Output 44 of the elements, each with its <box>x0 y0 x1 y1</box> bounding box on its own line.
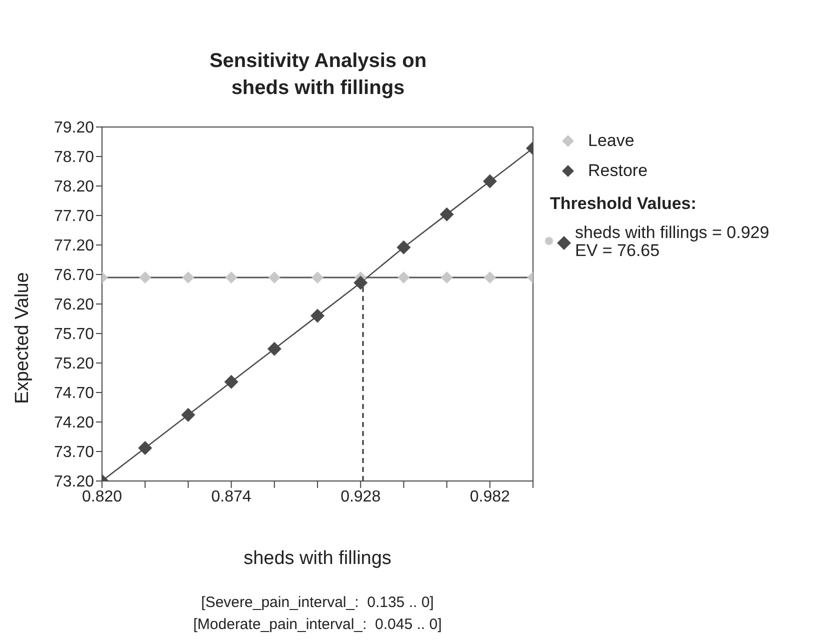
text: [Severe_pain_interval_: 0.135 .. 0] <box>200 593 435 613</box>
point <box>310 308 324 323</box>
point <box>225 271 238 284</box>
x-tick-label: 0.874 <box>211 488 252 506</box>
text: [Moderate_pain_interval_: 0.045 .. 0] <box>192 615 443 635</box>
y-tick-label: 76.70 <box>54 267 94 284</box>
point <box>482 174 497 188</box>
y-axis-title: Expected Value <box>12 272 34 404</box>
point <box>354 276 368 290</box>
x-tick-label: 0.820 <box>82 488 122 506</box>
text: sheds with fillings = 0.929 <box>575 223 770 242</box>
legend-label: Leave <box>588 131 634 151</box>
legend-label: Restore <box>588 161 648 181</box>
point <box>268 271 280 284</box>
point <box>440 207 454 222</box>
y-tick-label: 75.70 <box>54 326 94 344</box>
legend-title: Threshold Values: <box>550 194 698 214</box>
point <box>182 271 194 284</box>
y-tick-label: 78.20 <box>54 178 94 196</box>
chart-title: Sensitivity Analysis on sheds with fillings <box>208 49 428 101</box>
y-tick-label: 77.20 <box>54 238 94 255</box>
point <box>267 342 282 356</box>
point <box>312 271 324 284</box>
y-tick-label: 77.70 <box>54 208 94 226</box>
y-tick-label: 75.20 <box>54 356 94 373</box>
x-tick-label: 0.982 <box>470 488 510 506</box>
y-tick-label: 73.70 <box>54 444 94 462</box>
y-tick-label: 79.20 <box>54 120 94 137</box>
point <box>138 440 152 455</box>
point <box>398 271 410 284</box>
text: EV = 76.65 <box>575 241 660 260</box>
y-tick-label: 74.20 <box>54 414 94 432</box>
y-tick-label: 73.20 <box>54 474 94 491</box>
y-tick-label: 76.20 <box>54 296 94 314</box>
point <box>139 271 152 284</box>
point <box>484 271 496 284</box>
x-axis-title: sheds with fillings <box>242 548 392 570</box>
point <box>181 408 196 422</box>
y-tick-label: 74.70 <box>54 385 94 402</box>
point <box>396 240 411 254</box>
x-tick-label: 0.928 <box>340 488 381 506</box>
point <box>440 271 453 284</box>
y-tick-label: 78.70 <box>54 149 94 166</box>
point <box>224 374 238 389</box>
